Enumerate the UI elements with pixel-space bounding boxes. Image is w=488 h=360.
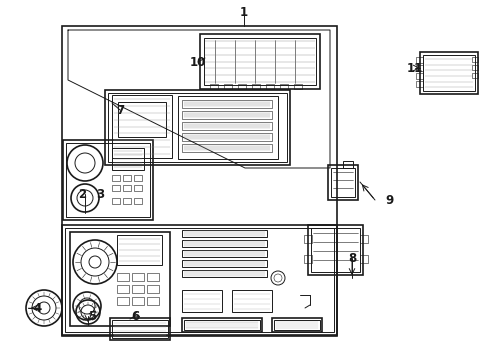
- Text: 11: 11: [406, 62, 422, 75]
- Bar: [265, 84, 273, 89]
- Bar: [70, 232, 170, 326]
- Bar: [63, 140, 153, 220]
- Bar: [203, 38, 315, 85]
- Bar: [105, 90, 289, 165]
- Bar: [471, 73, 477, 78]
- Bar: [112, 320, 168, 338]
- Bar: [117, 235, 162, 265]
- Bar: [280, 84, 287, 89]
- Bar: [147, 297, 159, 305]
- Bar: [112, 95, 172, 158]
- Bar: [132, 285, 143, 293]
- Bar: [293, 84, 302, 89]
- Bar: [304, 255, 311, 263]
- Bar: [132, 297, 143, 305]
- Bar: [251, 84, 260, 89]
- Bar: [62, 26, 336, 336]
- Bar: [273, 320, 319, 330]
- Bar: [471, 57, 477, 62]
- Bar: [117, 297, 129, 305]
- Bar: [310, 228, 359, 272]
- Bar: [415, 81, 422, 87]
- Bar: [182, 111, 271, 119]
- Bar: [238, 84, 245, 89]
- Bar: [112, 185, 120, 191]
- Text: 4: 4: [34, 302, 42, 315]
- Bar: [182, 133, 271, 141]
- Bar: [182, 240, 266, 247]
- Bar: [134, 198, 142, 204]
- Text: 1: 1: [240, 5, 247, 18]
- Bar: [304, 235, 311, 243]
- Bar: [200, 34, 319, 89]
- Bar: [182, 230, 266, 237]
- Bar: [62, 225, 336, 335]
- Bar: [330, 168, 354, 197]
- Bar: [359, 255, 367, 263]
- Bar: [182, 260, 266, 267]
- Bar: [66, 143, 150, 217]
- Bar: [112, 148, 143, 170]
- Bar: [471, 65, 477, 70]
- Bar: [422, 55, 474, 91]
- Bar: [359, 235, 367, 243]
- Text: 9: 9: [385, 194, 393, 207]
- Bar: [182, 250, 266, 257]
- Bar: [134, 185, 142, 191]
- Bar: [147, 285, 159, 293]
- Bar: [182, 270, 266, 277]
- Bar: [117, 285, 129, 293]
- Bar: [307, 225, 362, 275]
- Bar: [123, 185, 131, 191]
- Bar: [182, 144, 271, 152]
- Bar: [271, 318, 321, 332]
- Bar: [415, 73, 422, 79]
- Bar: [108, 93, 286, 162]
- Bar: [110, 318, 170, 340]
- Bar: [419, 52, 477, 94]
- Bar: [112, 198, 120, 204]
- Bar: [182, 122, 271, 130]
- Text: 7: 7: [116, 104, 124, 117]
- Bar: [231, 290, 271, 312]
- Bar: [209, 84, 218, 89]
- Bar: [182, 290, 222, 312]
- Bar: [182, 100, 271, 108]
- Text: 6: 6: [131, 310, 139, 323]
- Bar: [65, 228, 333, 332]
- Text: 2: 2: [78, 188, 86, 201]
- Bar: [123, 198, 131, 204]
- Bar: [134, 175, 142, 181]
- Bar: [327, 165, 357, 200]
- Bar: [224, 84, 231, 89]
- Bar: [182, 318, 262, 332]
- Bar: [415, 57, 422, 63]
- Bar: [415, 65, 422, 71]
- Text: 3: 3: [96, 188, 104, 201]
- Text: 10: 10: [189, 55, 206, 68]
- Bar: [118, 102, 165, 137]
- Bar: [178, 96, 278, 159]
- Bar: [147, 273, 159, 281]
- Bar: [132, 273, 143, 281]
- Bar: [183, 320, 260, 330]
- Bar: [342, 161, 352, 168]
- Text: 5: 5: [88, 310, 96, 323]
- Bar: [123, 175, 131, 181]
- Bar: [117, 273, 129, 281]
- Bar: [112, 175, 120, 181]
- Text: 8: 8: [347, 252, 355, 265]
